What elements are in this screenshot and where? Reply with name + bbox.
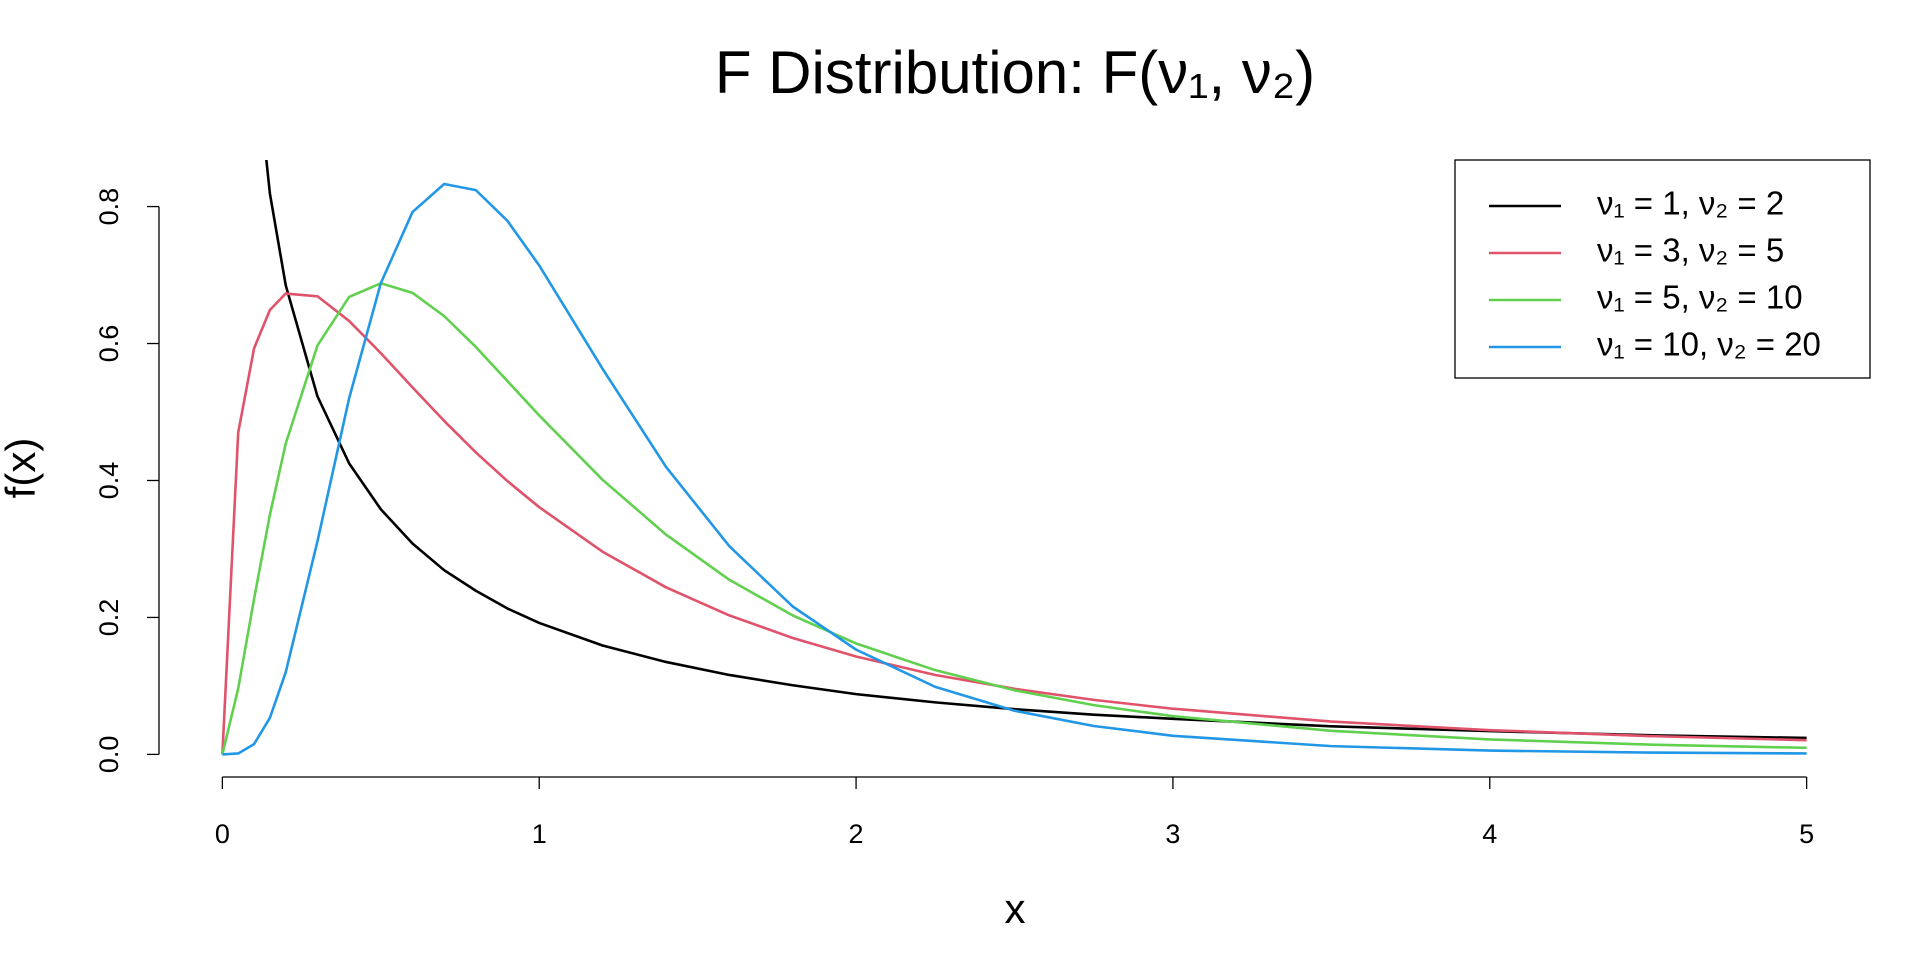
line-series — [221, 281, 1807, 755]
legend-label: ν₁ = 5, ν₂ = 10 — [1597, 279, 1803, 316]
x-tick-label: 1 — [532, 819, 547, 849]
y-tick-label: 0.0 — [94, 736, 124, 774]
legend-label: ν₁ = 10, ν₂ = 20 — [1597, 326, 1821, 363]
y-tick-label: 0.8 — [94, 188, 124, 226]
x-tick-label: 5 — [1799, 819, 1814, 849]
y-tick-label: 0.6 — [94, 325, 124, 363]
line-series — [222, 182, 1807, 756]
legend-box — [1454, 159, 1871, 379]
legend-label: ν₁ = 1, ν₂ = 2 — [1597, 185, 1784, 222]
plot-area — [221, 160, 1807, 756]
x-tick-label: 3 — [1165, 819, 1180, 849]
y-axis-label: f(x) — [0, 438, 44, 499]
chart-title: F Distribution: F(ν₁, ν₂) — [715, 39, 1315, 106]
line-series — [221, 292, 1807, 755]
x-tick-label: 0 — [215, 819, 230, 849]
y-tick-label: 0.4 — [94, 462, 124, 500]
y-tick-label: 0.2 — [94, 599, 124, 637]
line-series — [265, 160, 1807, 740]
legend-label: ν₁ = 3, ν₂ = 5 — [1597, 232, 1784, 269]
x-axis-label: x — [1005, 885, 1026, 932]
x-tick-label: 4 — [1482, 819, 1497, 849]
x-tick-label: 2 — [849, 819, 864, 849]
